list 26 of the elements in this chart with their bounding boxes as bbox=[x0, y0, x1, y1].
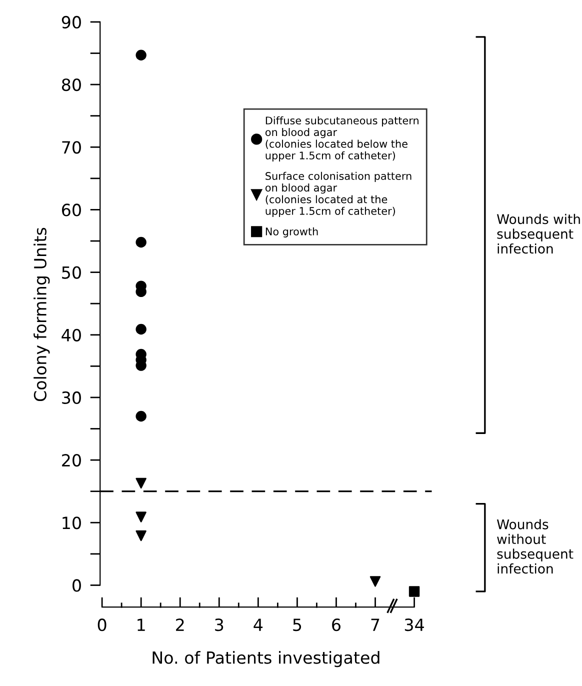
y-tick-label: 80 bbox=[62, 78, 81, 92]
x-tick-label: 3 bbox=[215, 618, 224, 632]
x-tick-label: 1 bbox=[138, 618, 145, 631]
y-tick-label: 50 bbox=[62, 266, 81, 279]
text: Wounds without subsequent infection bbox=[496, 519, 574, 574]
y-axis-title: Colony forming Units bbox=[34, 228, 50, 402]
x-tick-label: 7 bbox=[371, 618, 380, 631]
y-tick-label: 10 bbox=[62, 516, 81, 530]
x-tick-label: 0 bbox=[98, 618, 106, 632]
legend-label: Surface colonisation pattern on blood agar (colonies located at the upper 1.5cm of catheter) bbox=[265, 172, 412, 217]
text: Wounds with subsequent infection bbox=[496, 214, 580, 254]
y-tick-label: 40 bbox=[62, 328, 81, 342]
y-tick-label: 20 bbox=[62, 454, 81, 467]
legend-label: No growth bbox=[266, 227, 318, 238]
y-tick-label: 0 bbox=[72, 579, 81, 592]
x-tick-label: 4 bbox=[254, 618, 263, 631]
y-tick-label: 70 bbox=[62, 141, 81, 154]
legend-label: Diffuse subcutaneous pattern on blood agar (colonies located below the upper 1.5cm of catheter) bbox=[265, 116, 418, 162]
x-axis-title: No. of Patients investigated bbox=[152, 651, 380, 668]
x-tick-label: 5 bbox=[293, 618, 302, 632]
x-tick-label: 6 bbox=[332, 618, 340, 632]
y-tick-label: 90 bbox=[62, 16, 81, 29]
x-tick-label: 34 bbox=[404, 618, 424, 632]
y-tick-label: 60 bbox=[62, 204, 81, 216]
y-tick-label: 30 bbox=[62, 391, 81, 404]
x-tick-label: 2 bbox=[176, 618, 184, 631]
